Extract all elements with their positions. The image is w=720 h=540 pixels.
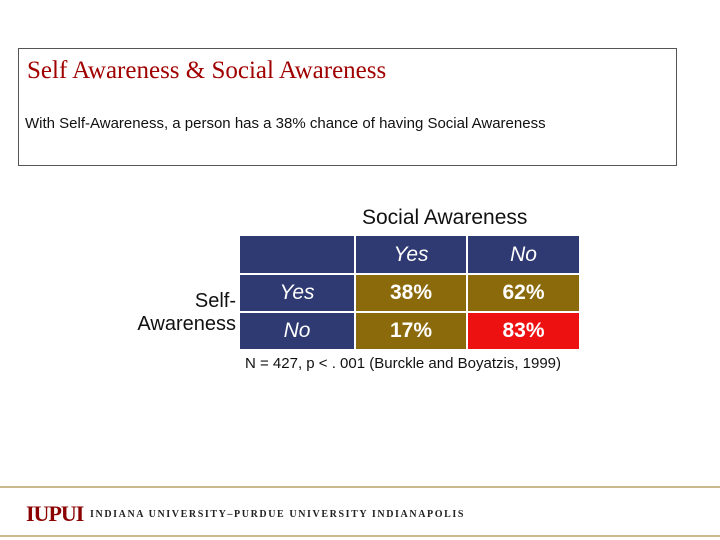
table-corner-cell [240, 236, 354, 273]
table-cell-no-no: 83% [468, 313, 579, 349]
row-header-yes: Yes [240, 275, 354, 311]
slide-title: Self Awareness & Social Awareness [27, 57, 387, 84]
row-group-label-line1: Self- [194, 290, 236, 312]
row-group-label-line2: Awareness [137, 313, 236, 335]
footer-divider-top [0, 486, 720, 488]
slide-subtitle: With Self-Awareness, a person has a 38% … [25, 115, 546, 132]
source-note: N = 427, p < . 001 (Burckle and Boyatzis… [245, 355, 562, 372]
table-cell-yes-yes: 38% [356, 275, 466, 311]
title-box: Self Awareness & Social Awareness With S… [18, 48, 677, 166]
column-header-yes: Yes [356, 236, 466, 273]
iupui-logo: IUPUI [26, 501, 84, 526]
table-cell-yes-no: 62% [468, 275, 579, 311]
table-cell-no-yes: 17% [356, 313, 466, 349]
footer-divider-bottom [0, 535, 720, 537]
row-header-no: No [240, 313, 354, 349]
university-name: INDIANA UNIVERSITY–PURDUE UNIVERSITY IND… [90, 509, 466, 520]
column-header-no: No [468, 236, 579, 273]
row-group-label: Self- Awareness [100, 290, 236, 336]
column-group-label: Social Awareness [362, 206, 528, 229]
